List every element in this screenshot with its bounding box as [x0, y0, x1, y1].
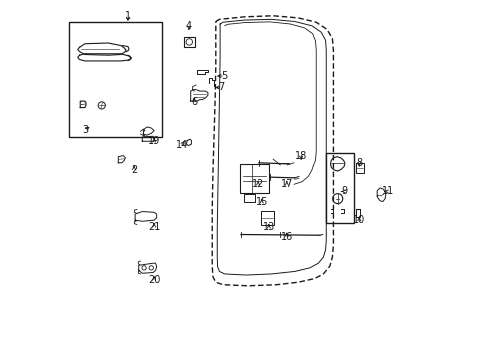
Bar — [356, 163, 363, 173]
Text: 15: 15 — [255, 197, 267, 207]
Text: 12: 12 — [251, 179, 264, 189]
Text: 8: 8 — [355, 158, 362, 168]
Text: 11: 11 — [381, 186, 393, 197]
Bar — [244, 194, 255, 202]
Text: 21: 21 — [148, 222, 160, 231]
Bar — [183, 37, 195, 47]
Bar — [69, 22, 162, 137]
Text: 19: 19 — [148, 136, 160, 146]
Text: 7: 7 — [218, 82, 224, 93]
Bar — [240, 164, 268, 193]
Text: 2: 2 — [131, 165, 137, 175]
Text: 16: 16 — [280, 232, 292, 242]
Text: 6: 6 — [191, 97, 197, 107]
Text: 10: 10 — [352, 215, 365, 225]
Text: 20: 20 — [148, 275, 160, 285]
Bar — [325, 153, 353, 223]
Text: 5: 5 — [221, 71, 227, 81]
Text: 3: 3 — [81, 125, 88, 135]
Text: 1: 1 — [124, 11, 131, 21]
Bar — [355, 209, 359, 217]
Text: 14: 14 — [175, 140, 187, 150]
Text: 13: 13 — [262, 222, 274, 232]
Text: 18: 18 — [294, 150, 306, 161]
Text: 17: 17 — [280, 179, 292, 189]
Text: 4: 4 — [185, 21, 192, 31]
Bar — [260, 211, 274, 225]
Text: 9: 9 — [341, 186, 346, 197]
